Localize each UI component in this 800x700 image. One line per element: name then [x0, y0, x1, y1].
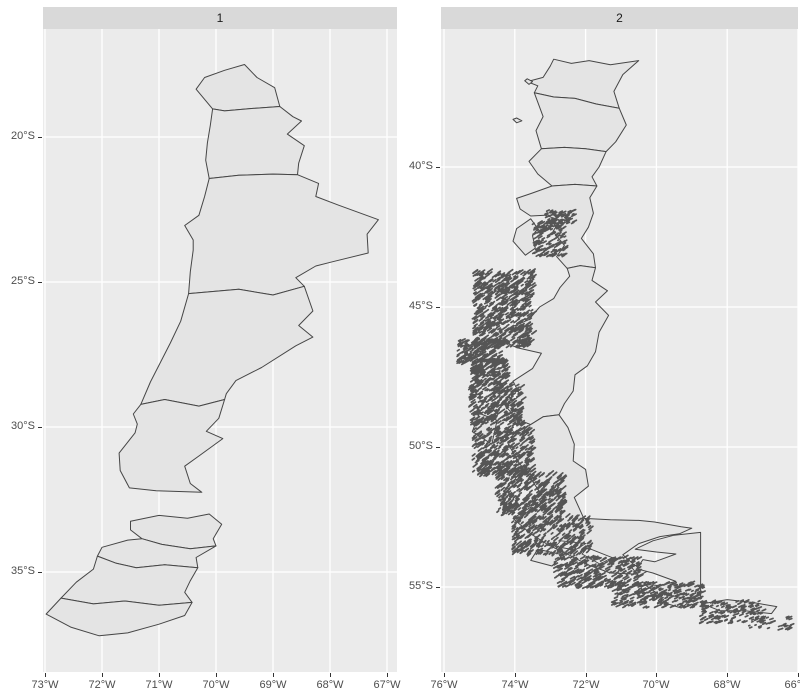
- y-tick-mark: [38, 282, 42, 283]
- map-panel-2: [441, 29, 798, 672]
- facet-strip-1-label: 1: [216, 11, 224, 25]
- map-panel-1: [43, 29, 397, 672]
- archipelago-speckles: [552, 554, 644, 590]
- x-tick-mark: [656, 673, 657, 677]
- x-tick-mark: [216, 673, 217, 677]
- facet-strip-2-label: 2: [616, 11, 623, 25]
- y-tick-mark: [38, 427, 42, 428]
- y-axis-tick-label: 55°S: [409, 580, 433, 592]
- archipelago-speckles: [469, 357, 511, 387]
- archipelago-speckles: [531, 220, 569, 258]
- y-tick-mark: [436, 447, 440, 448]
- y-axis-tick-label: 45°S: [409, 300, 433, 312]
- archipelago-speckles: [467, 381, 527, 427]
- archipelago-speckles: [471, 425, 537, 478]
- y-axis-tick-label: 35°S: [11, 565, 35, 577]
- arica-parinacota-region: [195, 64, 281, 112]
- nuble-region: [45, 597, 193, 637]
- x-axis-tick-label: 76°W: [430, 679, 458, 691]
- x-tick-mark: [515, 673, 516, 677]
- x-axis-tick-label: 68°W: [713, 679, 741, 691]
- map-svg-1: [43, 29, 397, 672]
- x-axis-tick-label: 71°W: [145, 679, 173, 691]
- x-axis-tick-label: 73°W: [31, 679, 59, 691]
- y-tick-mark: [436, 307, 440, 308]
- tarapaca-region: [205, 106, 305, 179]
- x-tick-mark: [727, 673, 728, 677]
- y-tick-mark: [38, 572, 42, 573]
- y-tick-mark: [436, 587, 440, 588]
- archipelago-speckles: [494, 469, 568, 517]
- x-axis-tick-label: 72°W: [572, 679, 600, 691]
- x-axis-tick-label: 72°W: [88, 679, 116, 691]
- x-tick-mark: [102, 673, 103, 677]
- archipelago-speckles: [698, 599, 767, 625]
- isla-santa-maria-region: [524, 78, 533, 85]
- facet-strip-1: 1: [43, 7, 397, 29]
- y-tick-mark: [436, 167, 440, 168]
- metropolitana-region: [130, 513, 223, 550]
- archipelago-speckles: [609, 580, 707, 609]
- x-tick-mark: [45, 673, 46, 677]
- x-axis-tick-label: 74°W: [501, 679, 529, 691]
- antofagasta-region: [184, 173, 379, 296]
- y-axis-tick-label: 20°S: [11, 130, 35, 142]
- x-axis-tick-label: 67°W: [373, 679, 401, 691]
- y-axis-tick-label: 50°S: [409, 440, 433, 452]
- x-axis-tick-label: 70°W: [202, 679, 230, 691]
- araucania-region: [533, 92, 627, 153]
- x-tick-mark: [798, 673, 799, 677]
- y-tick-mark: [38, 137, 42, 138]
- x-tick-mark: [387, 673, 388, 677]
- los-rios-region: [528, 146, 607, 187]
- isla-mocha-region: [512, 117, 523, 124]
- y-axis-tick-label: 25°S: [11, 275, 35, 287]
- x-tick-mark: [586, 673, 587, 677]
- x-axis-tick-label: 66°W: [784, 679, 800, 691]
- x-axis-tick-label: 69°W: [259, 679, 287, 691]
- archipelago-speckles: [747, 615, 795, 631]
- x-axis-tick-label: 70°W: [642, 679, 670, 691]
- x-tick-mark: [330, 673, 331, 677]
- coquimbo-region: [118, 399, 226, 493]
- facet-strip-2: 2: [441, 7, 798, 29]
- x-tick-mark: [444, 673, 445, 677]
- map-svg-2: [441, 29, 798, 672]
- archipelago-speckles: [511, 513, 594, 557]
- archipelago-speckles: [544, 208, 578, 226]
- x-tick-mark: [273, 673, 274, 677]
- atacama-region: [140, 285, 314, 407]
- y-axis-tick-label: 40°S: [409, 160, 433, 172]
- x-tick-mark: [159, 673, 160, 677]
- x-axis-tick-label: 68°W: [316, 679, 344, 691]
- y-axis-tick-label: 30°S: [11, 420, 35, 432]
